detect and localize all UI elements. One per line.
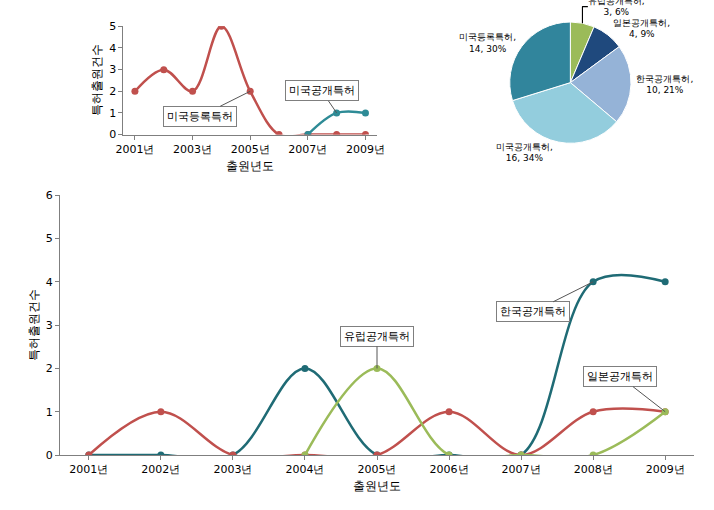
svg-text:3: 3	[46, 319, 53, 332]
svg-text:2009년: 2009년	[346, 143, 385, 156]
svg-text:2001년: 2001년	[69, 463, 108, 476]
svg-text:한국공개특허,10, 21%: 한국공개특허,10, 21%	[636, 74, 693, 96]
svg-text:2005년: 2005년	[358, 463, 397, 476]
svg-text:한국공개특허: 한국공개특허	[500, 305, 566, 318]
svg-text:특허출원건수: 특허출원건수	[91, 44, 105, 116]
svg-text:일본공개특허,4, 9%: 일본공개특허,4, 9%	[613, 18, 670, 40]
svg-text:2: 2	[46, 362, 53, 375]
svg-text:0: 0	[46, 449, 53, 462]
svg-text:2004년: 2004년	[285, 463, 324, 476]
svg-text:출원년도: 출원년도	[353, 479, 401, 493]
svg-text:0: 0	[109, 128, 116, 141]
svg-text:2002년: 2002년	[141, 463, 180, 476]
svg-text:2006년: 2006년	[430, 463, 469, 476]
svg-text:2007년: 2007년	[502, 463, 541, 476]
svg-text:5: 5	[46, 232, 53, 245]
svg-text:5: 5	[109, 20, 116, 33]
svg-text:2: 2	[109, 85, 116, 98]
svg-text:4: 4	[46, 276, 53, 289]
svg-text:1: 1	[109, 107, 116, 120]
svg-text:2003년: 2003년	[213, 463, 252, 476]
svg-text:6: 6	[46, 189, 53, 202]
svg-text:유럽공개특허: 유럽공개특허	[344, 330, 410, 343]
svg-text:3: 3	[109, 63, 116, 76]
svg-text:출원년도: 출원년도	[226, 159, 274, 173]
svg-text:특허출원건수: 특허출원건수	[27, 289, 41, 361]
svg-text:일본공개특허: 일본공개특허	[587, 370, 653, 383]
svg-text:2007년: 2007년	[288, 143, 327, 156]
svg-text:미국등록특허,14, 30%: 미국등록특허,14, 30%	[459, 32, 516, 54]
svg-text:2008년: 2008년	[574, 463, 613, 476]
svg-text:미국등록특허: 미국등록특허	[167, 110, 233, 123]
svg-text:2003년: 2003년	[173, 143, 212, 156]
svg-text:2005년: 2005년	[231, 143, 270, 156]
svg-text:2001년: 2001년	[115, 143, 154, 156]
svg-text:1: 1	[46, 406, 53, 419]
svg-text:미국공개특허,16, 34%: 미국공개특허,16, 34%	[496, 142, 553, 164]
svg-text:2009년: 2009년	[646, 463, 685, 476]
svg-text:4: 4	[109, 42, 116, 55]
svg-text:유럽공개특허,3, 6%: 유럽공개특허,3, 6%	[588, 0, 645, 18]
svg-text:미국공개특허: 미국공개특허	[289, 84, 355, 97]
